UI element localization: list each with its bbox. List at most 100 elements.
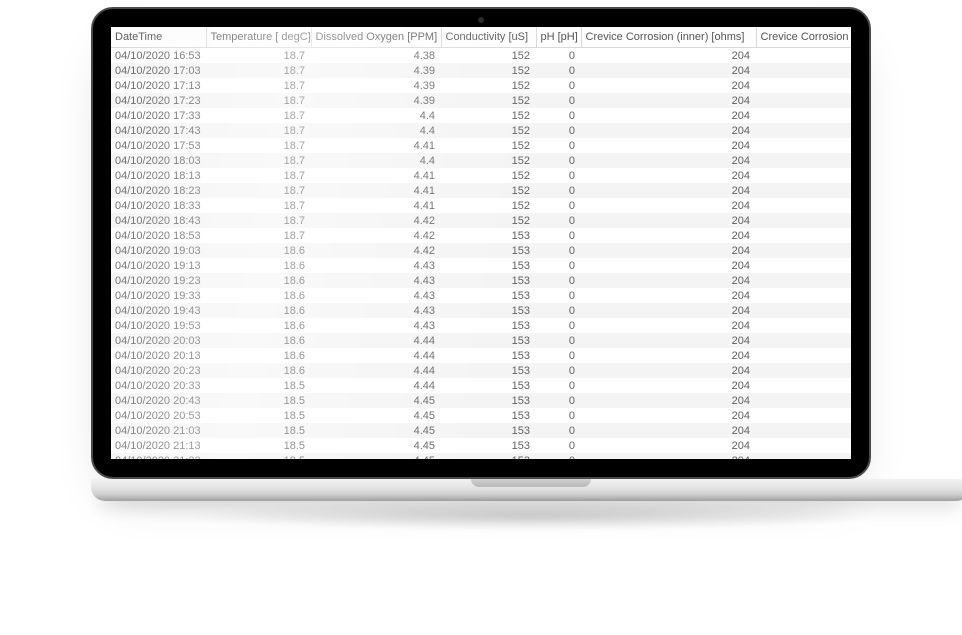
cell-temp: 18.6 <box>206 348 311 363</box>
cell-do: 4.45 <box>311 423 441 438</box>
table-header-row: DateTime Temperature [ degC] Dissolved O… <box>111 27 851 48</box>
cell-cci: 204 <box>581 318 756 333</box>
col-header-crevice-inner[interactable]: Crevice Corrosion (inner) [ohms] <box>581 27 756 48</box>
table-row[interactable]: 04/10/2020 17:0318.74.391520204204 <box>111 63 851 78</box>
laptop-base <box>91 479 962 501</box>
cell-cco: 204 <box>756 168 851 183</box>
cell-do: 4.43 <box>311 318 441 333</box>
col-header-conductivity[interactable]: Conductivity [uS] <box>441 27 536 48</box>
table-row[interactable]: 04/10/2020 21:0318.54.451530204204 <box>111 423 851 438</box>
table-row[interactable]: 04/10/2020 17:3318.74.41520204204 <box>111 108 851 123</box>
col-header-crevice-outer[interactable]: Crevice Corrosion (outer) [ohms] <box>756 27 851 48</box>
cell-cci: 204 <box>581 63 756 78</box>
cell-ph: 0 <box>536 243 581 258</box>
cell-ph: 0 <box>536 108 581 123</box>
cell-cco: 204 <box>756 93 851 108</box>
table-row[interactable]: 04/10/2020 20:2318.64.441530204204 <box>111 363 851 378</box>
cell-cond: 152 <box>441 138 536 153</box>
table-row[interactable]: 04/10/2020 20:1318.64.441530204204 <box>111 348 851 363</box>
cell-cond: 153 <box>441 378 536 393</box>
table-row[interactable]: 04/10/2020 17:4318.74.41520204204 <box>111 123 851 138</box>
table-row[interactable]: 04/10/2020 21:1318.54.451530204204 <box>111 438 851 453</box>
cell-cco: 204 <box>756 408 851 423</box>
cell-cond: 153 <box>441 243 536 258</box>
cell-cond: 152 <box>441 183 536 198</box>
cell-ph: 0 <box>536 378 581 393</box>
table-row[interactable]: 04/10/2020 20:4318.54.451530204204 <box>111 393 851 408</box>
cell-cci: 204 <box>581 453 756 459</box>
table-row[interactable]: 04/10/2020 16:5318.74.381520204204 <box>111 48 851 64</box>
table-row[interactable]: 04/10/2020 17:2318.74.391520204204 <box>111 93 851 108</box>
cell-cond: 152 <box>441 48 536 64</box>
cell-datetime: 04/10/2020 20:33 <box>111 378 206 393</box>
cell-temp: 18.7 <box>206 78 311 93</box>
cell-cond: 152 <box>441 153 536 168</box>
cell-cond: 152 <box>441 63 536 78</box>
cell-ph: 0 <box>536 228 581 243</box>
cell-temp: 18.6 <box>206 243 311 258</box>
cell-cond: 153 <box>441 423 536 438</box>
cell-ph: 0 <box>536 363 581 378</box>
cell-temp: 18.6 <box>206 318 311 333</box>
table-row[interactable]: 04/10/2020 19:1318.64.431530204204 <box>111 258 851 273</box>
cell-do: 4.39 <box>311 78 441 93</box>
cell-temp: 18.7 <box>206 93 311 108</box>
cell-cci: 204 <box>581 303 756 318</box>
table-row[interactable]: 04/10/2020 18:5318.74.421530204204 <box>111 228 851 243</box>
table-row[interactable]: 04/10/2020 18:0318.74.41520204204 <box>111 153 851 168</box>
cell-temp: 18.5 <box>206 393 311 408</box>
table-row[interactable]: 04/10/2020 19:2318.64.431530204204 <box>111 273 851 288</box>
cell-temp: 18.5 <box>206 423 311 438</box>
cell-ph: 0 <box>536 153 581 168</box>
cell-ph: 0 <box>536 318 581 333</box>
cell-cci: 204 <box>581 408 756 423</box>
cell-ph: 0 <box>536 333 581 348</box>
cell-datetime: 04/10/2020 18:43 <box>111 213 206 228</box>
data-table: DateTime Temperature [ degC] Dissolved O… <box>111 27 851 459</box>
cell-datetime: 04/10/2020 17:23 <box>111 93 206 108</box>
cell-temp: 18.6 <box>206 363 311 378</box>
table-row[interactable]: 04/10/2020 20:3318.54.441530204204 <box>111 378 851 393</box>
cell-do: 4.42 <box>311 213 441 228</box>
cell-cond: 153 <box>441 408 536 423</box>
cell-ph: 0 <box>536 48 581 64</box>
cell-datetime: 04/10/2020 20:03 <box>111 333 206 348</box>
col-header-ph[interactable]: pH [pH] <box>536 27 581 48</box>
cell-cci: 204 <box>581 378 756 393</box>
cell-cco: 204 <box>756 78 851 93</box>
col-header-datetime[interactable]: DateTime <box>111 27 206 48</box>
table-row[interactable]: 04/10/2020 19:4318.64.431530204204 <box>111 303 851 318</box>
cell-temp: 18.6 <box>206 288 311 303</box>
cell-datetime: 04/10/2020 21:23 <box>111 453 206 459</box>
cell-do: 4.44 <box>311 333 441 348</box>
table-row[interactable]: 04/10/2020 17:1318.74.391520204204 <box>111 78 851 93</box>
table-row[interactable]: 04/10/2020 18:3318.74.411520204204 <box>111 198 851 213</box>
table-row[interactable]: 04/10/2020 21:2318.54.451530204204 <box>111 453 851 459</box>
table-row[interactable]: 04/10/2020 19:5318.64.431530204204 <box>111 318 851 333</box>
table-row[interactable]: 04/10/2020 20:0318.64.441530204204 <box>111 333 851 348</box>
cell-temp: 18.7 <box>206 138 311 153</box>
table-row[interactable]: 04/10/2020 17:5318.74.411520204204 <box>111 138 851 153</box>
cell-do: 4.41 <box>311 198 441 213</box>
cell-cco: 204 <box>756 228 851 243</box>
table-row[interactable]: 04/10/2020 19:3318.64.431530204204 <box>111 288 851 303</box>
cell-ph: 0 <box>536 123 581 138</box>
table-row[interactable]: 04/10/2020 18:2318.74.411520204204 <box>111 183 851 198</box>
table-row[interactable]: 04/10/2020 18:1318.74.411520204204 <box>111 168 851 183</box>
cell-cco: 204 <box>756 198 851 213</box>
cell-cco: 204 <box>756 348 851 363</box>
table-row[interactable]: 04/10/2020 19:0318.64.421530204204 <box>111 243 851 258</box>
cell-cci: 204 <box>581 213 756 228</box>
cell-do: 4.39 <box>311 93 441 108</box>
table-row[interactable]: 04/10/2020 20:5318.54.451530204204 <box>111 408 851 423</box>
cell-do: 4.41 <box>311 168 441 183</box>
cell-cci: 204 <box>581 183 756 198</box>
cell-ph: 0 <box>536 408 581 423</box>
cell-datetime: 04/10/2020 19:23 <box>111 273 206 288</box>
col-header-dissolved-oxygen[interactable]: Dissolved Oxygen [PPM] <box>311 27 441 48</box>
table-row[interactable]: 04/10/2020 18:4318.74.421520204204 <box>111 213 851 228</box>
cell-datetime: 04/10/2020 20:13 <box>111 348 206 363</box>
col-header-temperature[interactable]: Temperature [ degC] <box>206 27 311 48</box>
cell-cond: 152 <box>441 168 536 183</box>
cell-ph: 0 <box>536 93 581 108</box>
